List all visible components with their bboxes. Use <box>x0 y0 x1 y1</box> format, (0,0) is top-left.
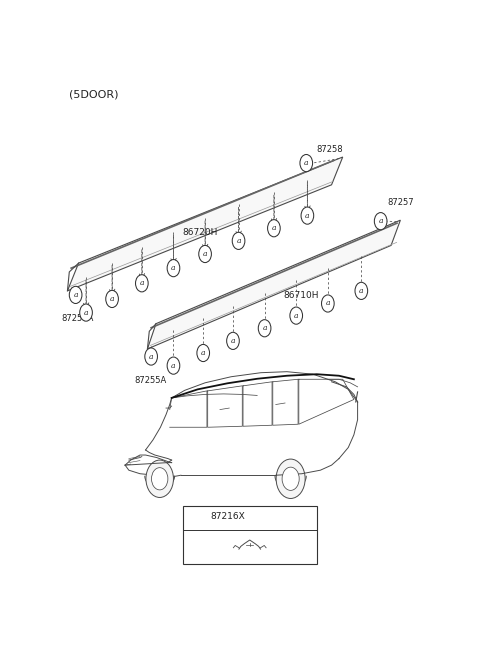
Text: 87256A: 87256A <box>62 314 94 323</box>
Text: a: a <box>110 295 114 303</box>
Text: a: a <box>378 217 383 225</box>
Circle shape <box>146 460 173 497</box>
Text: a: a <box>171 264 176 272</box>
Text: a: a <box>272 224 276 232</box>
FancyBboxPatch shape <box>183 506 317 564</box>
Text: a: a <box>73 291 78 299</box>
Text: a: a <box>231 337 235 345</box>
Circle shape <box>199 245 211 262</box>
Text: a: a <box>140 279 144 287</box>
Text: a: a <box>84 308 88 317</box>
Circle shape <box>167 357 180 374</box>
Text: a: a <box>201 349 205 357</box>
Circle shape <box>282 467 299 491</box>
Text: a: a <box>149 352 154 361</box>
Text: a: a <box>197 512 202 521</box>
Circle shape <box>197 344 210 361</box>
Circle shape <box>276 459 305 499</box>
Circle shape <box>300 155 312 172</box>
Text: a: a <box>236 237 241 245</box>
Text: (5DOOR): (5DOOR) <box>69 90 119 100</box>
Circle shape <box>267 220 280 237</box>
Text: a: a <box>294 312 299 319</box>
Text: 87258: 87258 <box>317 145 343 154</box>
Circle shape <box>374 213 387 230</box>
Text: a: a <box>304 159 309 167</box>
Polygon shape <box>67 157 343 291</box>
Circle shape <box>322 295 334 312</box>
Circle shape <box>355 282 368 299</box>
Text: a: a <box>263 324 267 332</box>
Circle shape <box>167 260 180 277</box>
Text: a: a <box>203 250 207 258</box>
Circle shape <box>80 304 92 321</box>
Circle shape <box>106 291 119 308</box>
Text: 87216X: 87216X <box>211 512 245 521</box>
Circle shape <box>258 319 271 337</box>
Polygon shape <box>147 220 400 349</box>
Circle shape <box>69 286 82 304</box>
Text: 86710H: 86710H <box>283 291 319 300</box>
Circle shape <box>227 333 240 350</box>
Circle shape <box>145 348 157 365</box>
Text: a: a <box>325 300 330 308</box>
Circle shape <box>152 468 168 490</box>
Circle shape <box>290 307 302 324</box>
Text: a: a <box>171 361 176 369</box>
Circle shape <box>135 275 148 292</box>
Text: 87255A: 87255A <box>134 376 167 384</box>
Text: a: a <box>359 287 363 295</box>
Circle shape <box>232 232 245 249</box>
Text: 86720H: 86720H <box>183 228 218 237</box>
Text: 87257: 87257 <box>387 198 414 207</box>
Circle shape <box>301 207 314 224</box>
Circle shape <box>193 508 206 525</box>
Text: a: a <box>305 212 310 220</box>
